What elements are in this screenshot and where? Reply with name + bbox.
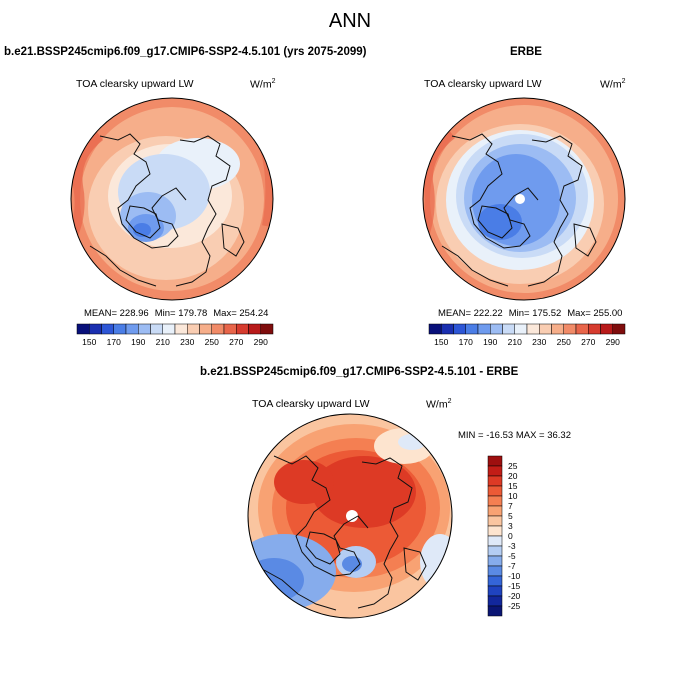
colorbar3-swatch — [487, 565, 503, 577]
colorbar3-tick-label: -15 — [508, 581, 521, 591]
colorbar2-swatch — [453, 323, 466, 335]
panel2-variable-label: TOA clearsky upward LW — [424, 78, 542, 90]
colorbar3-tick-label: -7 — [508, 561, 516, 571]
panel2-title: ERBE — [510, 46, 542, 58]
colorbar1-swatch — [187, 323, 200, 335]
colorbar1-swatch — [76, 323, 90, 335]
colorbar3-tick-label: 15 — [508, 481, 518, 491]
colorbar2-tick-label: 230 — [532, 337, 546, 347]
colorbar1-tick-label: 210 — [156, 337, 170, 347]
panel1-title: b.e21.BSSP245cmip6.f09_g17.CMIP6-SSP2-4.… — [4, 46, 367, 58]
colorbar3-swatch — [487, 505, 503, 517]
panel2-colorbar: 150 170 190 210 230 250 270 290 — [428, 323, 626, 347]
colorbar3-tick-label: -3 — [508, 541, 516, 551]
colorbar1-swatch — [260, 323, 274, 335]
colorbar1-tick-label: 290 — [254, 337, 268, 347]
panel3-variable-label: TOA clearsky upward LW — [252, 398, 370, 410]
colorbar1-swatch — [162, 323, 176, 335]
colorbar2-swatch — [539, 323, 552, 335]
colorbar2-tick-label: 190 — [483, 337, 497, 347]
colorbar1-swatch — [248, 323, 261, 335]
colorbar3-tick-label: 25 — [508, 461, 518, 471]
colorbar1-swatch — [125, 323, 139, 335]
colorbar2-swatch — [600, 323, 613, 335]
colorbar1-tick-label: 270 — [229, 337, 243, 347]
colorbar2-tick-label: 150 — [434, 337, 448, 347]
colorbar2-swatch — [551, 323, 564, 335]
colorbar3-swatch — [487, 485, 503, 497]
colorbar2-swatch — [588, 323, 601, 335]
colorbar3-tick-label: 5 — [508, 511, 513, 521]
panel2-map — [422, 97, 626, 301]
colorbar1-tick-label: 170 — [107, 337, 121, 347]
colorbar2-swatch — [526, 323, 540, 335]
colorbar1-swatch — [150, 323, 163, 335]
colorbar2-tick-label: 290 — [606, 337, 620, 347]
colorbar3-swatch — [487, 585, 503, 597]
colorbar1-swatch — [211, 323, 225, 335]
colorbar3-tick-label: 3 — [508, 521, 513, 531]
colorbar1-swatch — [174, 323, 188, 335]
colorbar3-tick-label: -5 — [508, 551, 516, 561]
colorbar3-swatch — [487, 525, 503, 537]
colorbar2-swatch — [514, 323, 528, 335]
colorbar3-tick-label: -25 — [508, 601, 521, 611]
colorbar2-tick-label: 250 — [557, 337, 571, 347]
colorbar2-tick-label: 210 — [508, 337, 522, 347]
panel3-units: W/m2 — [426, 398, 452, 411]
colorbar2-swatch — [477, 323, 491, 335]
colorbar3-swatch — [487, 515, 503, 527]
colorbar1-tick-label: 250 — [205, 337, 219, 347]
colorbar3-tick-label: 0 — [508, 531, 513, 541]
colorbar1-swatch — [101, 323, 114, 335]
colorbar2-swatch — [612, 323, 626, 335]
colorbar3-swatch — [487, 465, 503, 477]
colorbar1-tick-label: 190 — [131, 337, 145, 347]
colorbar2-swatch — [575, 323, 589, 335]
colorbar2-swatch — [441, 323, 454, 335]
colorbar1-swatch — [199, 323, 212, 335]
colorbar1-swatch — [89, 323, 102, 335]
colorbar3-tick-label: -20 — [508, 591, 521, 601]
colorbar1-tick-label: 150 — [82, 337, 96, 347]
panel1-units: W/m2 — [250, 78, 276, 91]
colorbar3-swatch — [487, 555, 503, 567]
colorbar3-tick-label: -10 — [508, 571, 521, 581]
colorbar1-swatch — [236, 323, 249, 335]
panel3-map — [247, 413, 453, 619]
colorbar1-tick-label: 230 — [180, 337, 194, 347]
colorbar3-tick-label: 10 — [508, 491, 518, 501]
colorbar3-swatch — [487, 455, 503, 467]
colorbar3-swatch — [487, 495, 503, 507]
panel2-units: W/m2 — [600, 78, 626, 91]
colorbar2-tick-label: 170 — [459, 337, 473, 347]
colorbar2-swatch — [428, 323, 442, 335]
panel1-variable-label: TOA clearsky upward LW — [76, 78, 194, 90]
panel1-map — [70, 97, 274, 301]
colorbar2-swatch — [502, 323, 515, 335]
colorbar2-swatch — [465, 323, 479, 335]
colorbar3-tick-label: 20 — [508, 471, 518, 481]
colorbar1-swatch — [223, 323, 237, 335]
panel3-minmax: MIN = -16.53 MAX = 36.32 — [458, 430, 572, 441]
colorbar1-swatch — [138, 323, 151, 335]
colorbar3-swatch — [487, 595, 503, 607]
panel1-colorbar: 150 170 190 210 230 250 270 290 — [76, 323, 274, 347]
colorbar3-swatch — [487, 545, 503, 557]
colorbar3-swatch — [487, 475, 503, 487]
colorbar2-swatch — [490, 323, 503, 335]
colorbar1-swatch — [113, 323, 127, 335]
figure-title: ANN — [328, 10, 372, 32]
panel3-title: b.e21.BSSP245cmip6.f09_g17.CMIP6-SSP2-4.… — [200, 366, 519, 378]
panel1-stats: MEAN= 228.96 Min= 179.78 Max= 254.24 — [84, 308, 269, 319]
colorbar2-tick-label: 270 — [581, 337, 595, 347]
colorbar3-swatch — [487, 575, 503, 587]
colorbar3-tick-label: 7 — [508, 501, 513, 511]
colorbar2-swatch — [563, 323, 577, 335]
panel2-stats: MEAN= 222.22 Min= 175.52 Max= 255.00 — [438, 308, 623, 319]
colorbar3-swatch — [487, 605, 503, 617]
colorbar3-swatch — [487, 535, 503, 547]
